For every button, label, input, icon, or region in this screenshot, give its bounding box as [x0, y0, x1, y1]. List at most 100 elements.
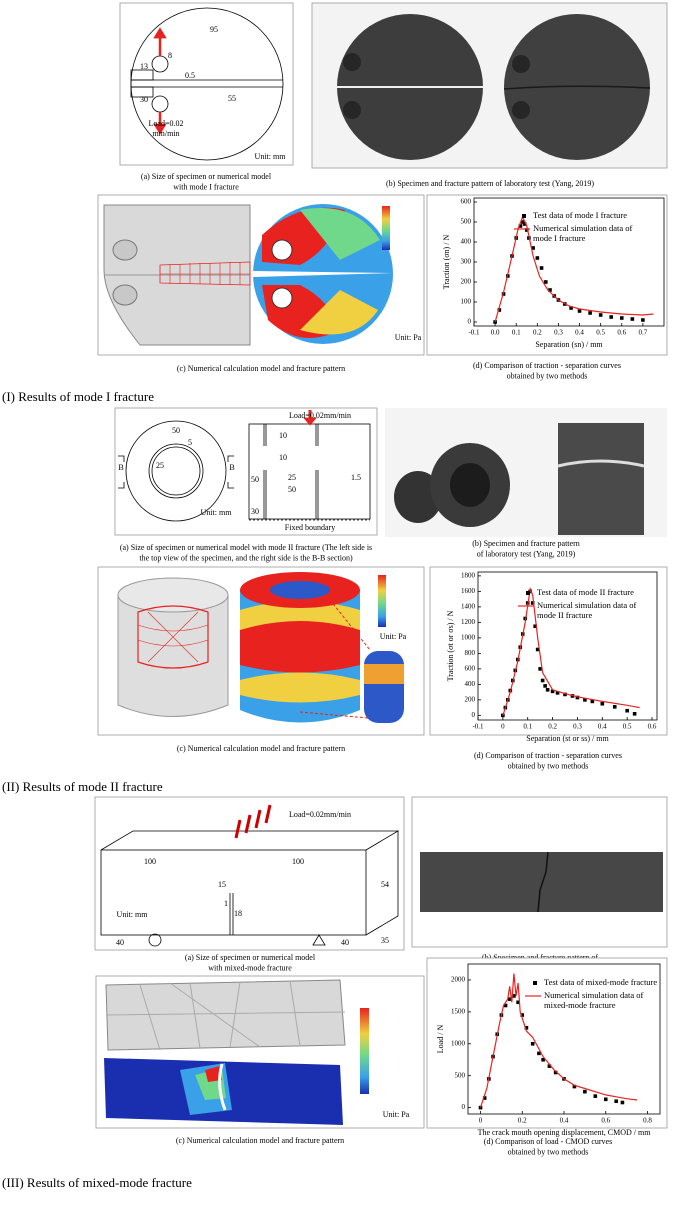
- section-heading: (III) Results of mixed-mode fracture: [2, 1175, 192, 1190]
- diagram-label: 25: [156, 461, 164, 470]
- x-tick-label: 0.6: [601, 1117, 610, 1125]
- y-tick-label: 1000: [451, 1039, 466, 1047]
- chart-layer: 0 100 200 300 400 500 600 -0.1 0.0 0.1 0.2 0.3 0.4 0.…: [426, 194, 668, 1137]
- diagram-label: Load=0.02: [149, 119, 184, 128]
- data-point: [603, 1097, 608, 1102]
- x-tick-label: 0.3: [573, 723, 582, 731]
- y-tick-label: 200: [461, 278, 472, 286]
- data-point: [538, 667, 542, 671]
- data-point: [524, 228, 529, 232]
- data-point: [614, 1099, 618, 1104]
- y-tick-label: 1200: [461, 618, 476, 626]
- x-tick-label: 0.5: [623, 723, 632, 731]
- data-point: [625, 708, 629, 713]
- data-point: [548, 288, 552, 292]
- legend-symbol: [526, 591, 530, 595]
- x-tick-label: 0.3: [554, 329, 563, 337]
- diagram-label: 35: [381, 936, 389, 945]
- diagram-label: 10: [279, 431, 287, 440]
- diagram-label: 1.5: [351, 473, 361, 482]
- data-point: [547, 1064, 552, 1068]
- data-point: [535, 647, 540, 652]
- y-tick-label: 1000: [461, 633, 476, 641]
- data-point: [543, 280, 548, 284]
- y-tick-label: 1600: [461, 587, 476, 595]
- y-tick-label: 600: [465, 664, 476, 672]
- panel-caption: (c) Numerical calculation model and frac…: [177, 364, 345, 373]
- panel-caption: (b) Specimen and fracture pattern: [472, 539, 580, 548]
- diagram-label: Load=0.02mm/min: [289, 411, 351, 420]
- chart-frame: [426, 957, 668, 1129]
- y-tick-label: 500: [461, 218, 472, 226]
- data-point: [620, 1100, 625, 1105]
- x-tick-label: 0.7: [639, 329, 648, 337]
- data-point: [540, 678, 545, 683]
- legend-entry: Numerical simulation data of mixed-mode …: [544, 990, 646, 1010]
- y-tick-label: 0: [472, 711, 476, 719]
- data-point: [497, 308, 502, 312]
- diagram-label: 15: [218, 880, 226, 889]
- diagram-label: 50: [288, 485, 296, 494]
- panel-caption: (c) Numerical calculation model and frac…: [177, 744, 345, 753]
- x-tick-label: 0.6: [648, 723, 657, 731]
- diagram-label: Unit: mm: [201, 508, 233, 517]
- data-point: [535, 256, 540, 260]
- x-tick-label: 0: [479, 1117, 483, 1125]
- x-tick-label: 0.1: [512, 329, 521, 337]
- panel-c-model: [97, 194, 425, 356]
- diagram-label: 10: [279, 453, 287, 462]
- diagram-label: 30: [140, 95, 148, 104]
- panel-a-diagram: [114, 407, 378, 536]
- data-point: [518, 224, 523, 228]
- x-axis-label: The crack mouth opening displacement, CM…: [478, 1128, 652, 1137]
- y-tick-label: 0: [462, 1103, 466, 1111]
- diagram-label: 0.5: [185, 71, 195, 80]
- diagram-label: Load=0.02mm/min: [289, 810, 351, 819]
- data-point: [520, 1013, 525, 1017]
- x-tick-label: 0.4: [575, 329, 584, 337]
- diagram-label: Unit: mm: [255, 152, 287, 161]
- diagram-label: 30: [251, 507, 259, 516]
- text-layer: (I) Results of mode I fracture (a) Size o…: [2, 25, 622, 1190]
- y-tick-label: 400: [465, 680, 476, 688]
- x-tick-label: 0.2: [548, 723, 557, 731]
- plot-area: [477, 571, 658, 721]
- data-point: [524, 1026, 529, 1030]
- data-point: [530, 601, 535, 605]
- data-point: [507, 997, 512, 1001]
- x-tick-label: 0.2: [518, 1117, 527, 1125]
- data-point: [550, 689, 555, 694]
- diagram-label: Fixed boundary: [285, 523, 335, 532]
- panel-b-photo: [311, 2, 668, 169]
- data-point: [572, 1084, 577, 1089]
- data-point: [543, 684, 547, 688]
- data-point: [541, 1057, 545, 1062]
- data-point: [598, 313, 603, 317]
- data-point: [555, 691, 560, 695]
- diagram-label: Unit: mm: [117, 910, 149, 919]
- data-point: [590, 699, 595, 704]
- x-tick-label: 0.6: [617, 329, 626, 337]
- data-point: [522, 222, 527, 226]
- diagram-label: 95: [210, 25, 218, 34]
- y-axis-label: Load / N: [436, 1025, 445, 1054]
- y-tick-label: 200: [465, 695, 476, 703]
- data-point: [593, 1094, 598, 1098]
- panel-caption: obtained by two methods: [507, 371, 588, 380]
- y-tick-label: 600: [461, 198, 472, 206]
- chart-frame: [429, 566, 668, 736]
- y-tick-label: 2000: [451, 976, 466, 984]
- panel-c-model: [97, 566, 425, 736]
- data-point: [539, 266, 544, 270]
- panel-caption: with mixed-mode fracture: [208, 963, 292, 972]
- panel-caption: (a) Size of specimen or numerical model: [141, 172, 272, 181]
- data-point: [588, 311, 592, 315]
- legend-entry: Numerical simulation data of mode II fra…: [537, 600, 639, 620]
- data-point: [609, 315, 614, 319]
- x-tick-label: 0: [501, 723, 505, 731]
- x-tick-label: -0.1: [472, 723, 484, 731]
- data-point: [553, 1070, 558, 1075]
- data-point: [619, 316, 624, 320]
- x-axis-label: Separation (sn) / mm: [535, 340, 603, 349]
